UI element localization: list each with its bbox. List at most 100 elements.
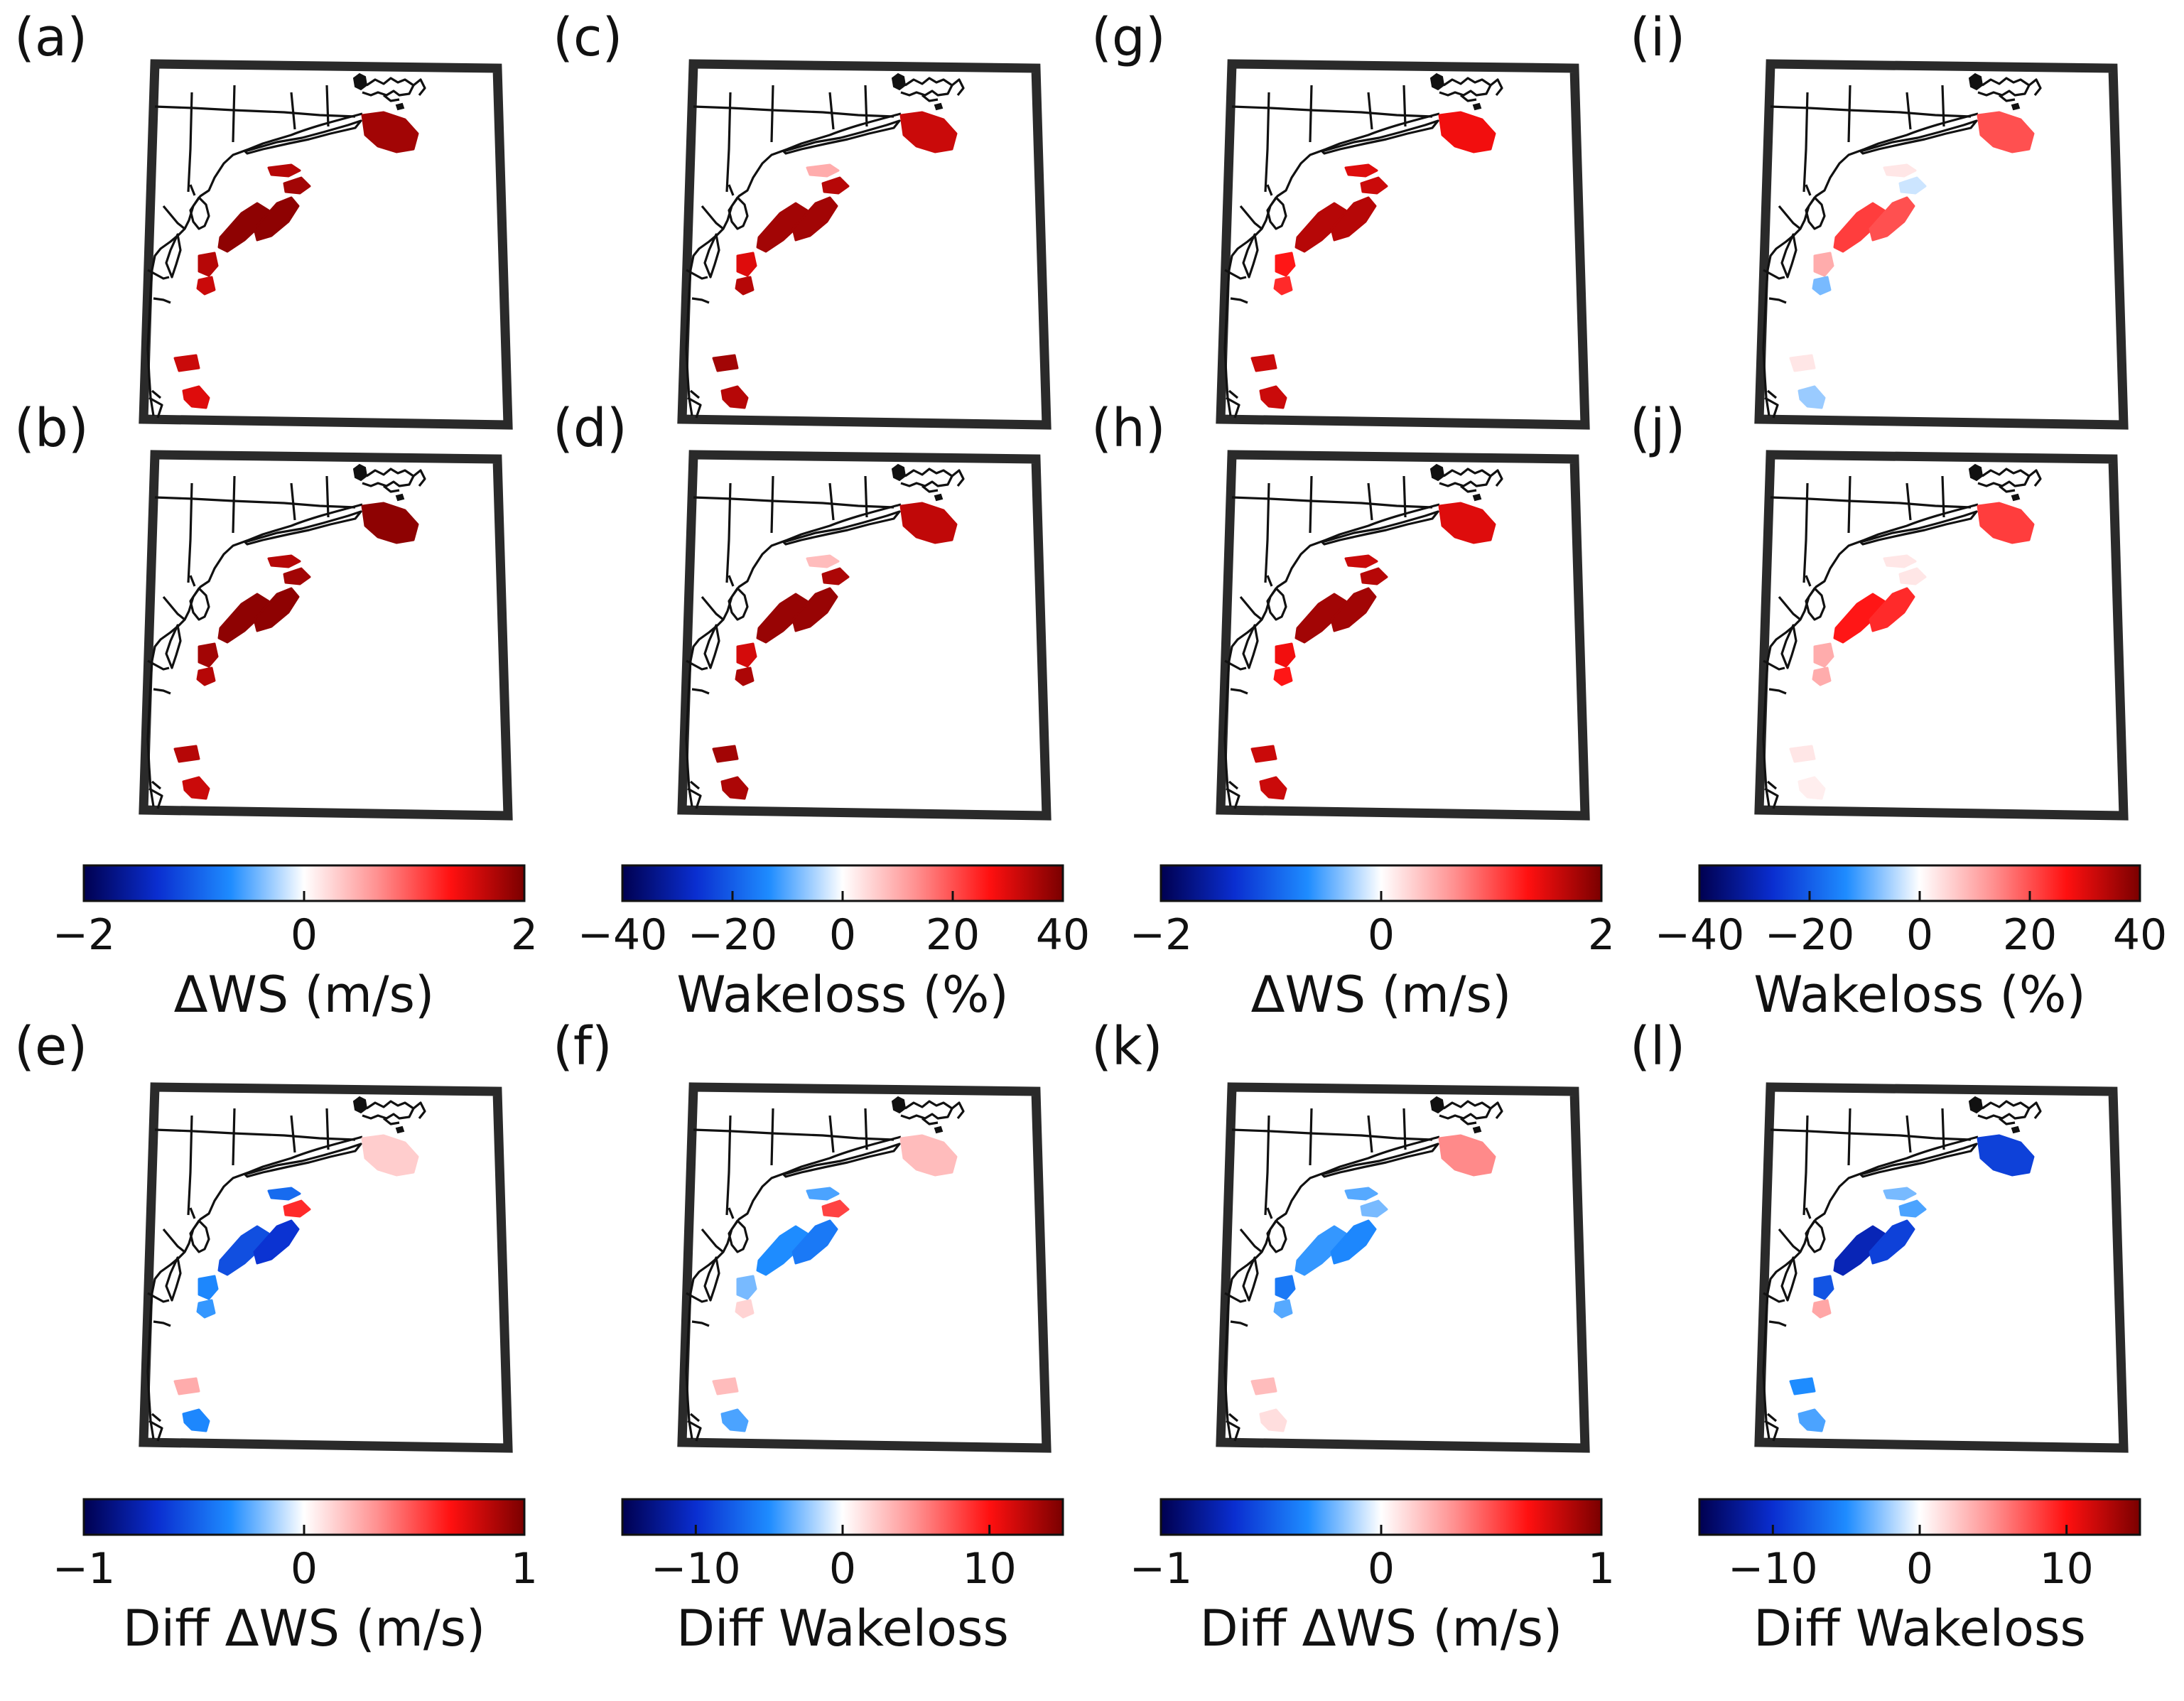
colorbar-tick-label: −2 [1130, 910, 1192, 960]
wind-farm-ri_ma_east [283, 1199, 311, 1218]
wind-farm-virginia [173, 354, 200, 372]
panel-label-d: (d) [553, 398, 627, 459]
wind-farm-ri_ma_small [267, 1187, 301, 1201]
wind-farm-nc_south [720, 776, 749, 800]
map-panel-j [1759, 455, 2124, 816]
wind-farm-ri_ma_small [1883, 554, 1917, 568]
map-basemap [682, 64, 1047, 425]
wind-farm-delaware [1275, 252, 1296, 277]
wind-farm-ri_ma_small [1883, 1187, 1917, 1201]
wind-farm-maryland [1812, 276, 1832, 296]
wind-farm-ny_nj_east [253, 587, 300, 632]
wind-farm-ri_ma_small [1883, 163, 1917, 178]
map-basemap [1759, 64, 2124, 425]
wind-farm-maryland [735, 276, 755, 296]
wind-farm-delaware [1813, 252, 1834, 277]
panel-label-i: (i) [1630, 7, 1685, 68]
map-panel-d [682, 455, 1047, 816]
wind-farm-ri_ma_east [821, 567, 850, 585]
wind-farm-delaware [1275, 1275, 1296, 1300]
wind-farm-virginia [1250, 1377, 1277, 1395]
colorbar-tick-label: −1 [1130, 1544, 1192, 1594]
wind-farm-virginia [1789, 1377, 1816, 1395]
map-basemap [682, 1087, 1047, 1448]
map-basemap [1759, 455, 2124, 816]
wind-farm-virginia [1789, 745, 1816, 763]
wind-farm-delaware [1813, 1275, 1834, 1300]
wind-farm-maryland [735, 1299, 755, 1319]
wind-farm-virginia [1250, 354, 1277, 372]
wind-farm-ny_nj_east [1330, 587, 1377, 632]
colorbar-2: −2 0 2 ΔWS (m/s) [1130, 864, 1615, 1024]
map-panel-b [144, 455, 508, 816]
wind-farm-cape_cod_south [1977, 502, 2035, 544]
colorbar-title: Diff Wakeloss [1753, 1599, 2086, 1658]
colorbar-tick-label: 10 [962, 1544, 1016, 1594]
map-panel-i [1759, 64, 2124, 425]
colorbar-tick-label: 2 [511, 910, 538, 960]
colorbar-gradient [1698, 864, 2141, 902]
wind-farm-virginia [712, 354, 739, 372]
panel-label-e: (e) [14, 1016, 87, 1077]
wind-farm-delaware [736, 252, 757, 277]
wind-farm-virginia [173, 745, 200, 763]
wind-farm-ri_ma_small [1344, 554, 1378, 568]
wind-farm-maryland [1273, 276, 1293, 296]
wind-farm-delaware [198, 1275, 219, 1300]
panel-label-k: (k) [1091, 1016, 1163, 1077]
colorbar-tick-label: 0 [291, 910, 318, 960]
map-basemap [144, 1087, 508, 1448]
panel-label-l: (l) [1630, 1016, 1685, 1077]
colorbar-tick-label: −2 [53, 910, 115, 960]
wind-farm-ny_nj_east [791, 587, 838, 632]
wind-farm-delaware [1275, 642, 1296, 668]
map-basemap [682, 455, 1047, 816]
colorbar-tick-label: 0 [1368, 910, 1395, 960]
colorbar-tick-label: 0 [1368, 1544, 1395, 1594]
colorbar-tick-label: 40 [2113, 910, 2167, 960]
map-panel-k [1221, 1087, 1585, 1448]
wind-farm-nc_south [1798, 776, 1826, 800]
panel-label-a: (a) [14, 7, 87, 68]
map-panel-f [682, 1087, 1047, 1448]
colorbar-title: Diff ΔWS (m/s) [1200, 1599, 1562, 1658]
wind-farm-virginia [173, 1377, 200, 1395]
wind-farm-nc_south [1259, 776, 1287, 800]
colorbar-tick-label: −10 [651, 1544, 741, 1594]
wind-farm-ri_ma_east [283, 567, 311, 585]
wind-farm-maryland [1812, 666, 1832, 686]
wind-farm-delaware [198, 642, 219, 668]
colorbar-tick-label: 2 [1588, 910, 1615, 960]
colorbar-tick-label: −40 [1655, 910, 1745, 960]
colorbar-title: ΔWS (m/s) [1251, 966, 1512, 1024]
colorbar-title: Diff ΔWS (m/s) [123, 1599, 485, 1658]
colorbar-tick-label: 1 [1588, 1544, 1615, 1594]
colorbar-tick-label: 1 [511, 1544, 538, 1594]
map-basemap [144, 64, 508, 425]
wind-farm-cape_cod_south [361, 1134, 419, 1177]
colorbar-tick-label: 0 [1906, 910, 1933, 960]
wind-farm-delaware [198, 252, 219, 277]
wind-farm-ri_ma_east [1898, 176, 1927, 195]
wind-farm-nc_south [720, 1408, 749, 1432]
wind-farm-nc_south [1259, 385, 1287, 409]
colorbar-title: Wakeloss (%) [676, 966, 1008, 1024]
wind-farm-ri_ma_small [267, 163, 301, 178]
wind-farm-ny_nj_east [1869, 587, 1915, 632]
colorbar-title: Wakeloss (%) [1753, 966, 2085, 1024]
wind-farm-ny_nj_east [791, 1219, 838, 1265]
wind-farm-maryland [1273, 1299, 1293, 1319]
wind-farm-ny_nj_east [1869, 1219, 1915, 1265]
wind-farm-delaware [736, 642, 757, 668]
wind-farm-virginia [712, 1377, 739, 1395]
wind-farm-ri_ma_small [806, 1187, 840, 1201]
map-basemap [1221, 64, 1585, 425]
colorbar-tick-label: 10 [2039, 1544, 2093, 1594]
wind-farm-ny_nj_east [253, 196, 300, 242]
map-panel-g [1221, 64, 1585, 425]
map-basemap [1221, 455, 1585, 816]
wind-farm-ri_ma_small [1344, 163, 1378, 178]
